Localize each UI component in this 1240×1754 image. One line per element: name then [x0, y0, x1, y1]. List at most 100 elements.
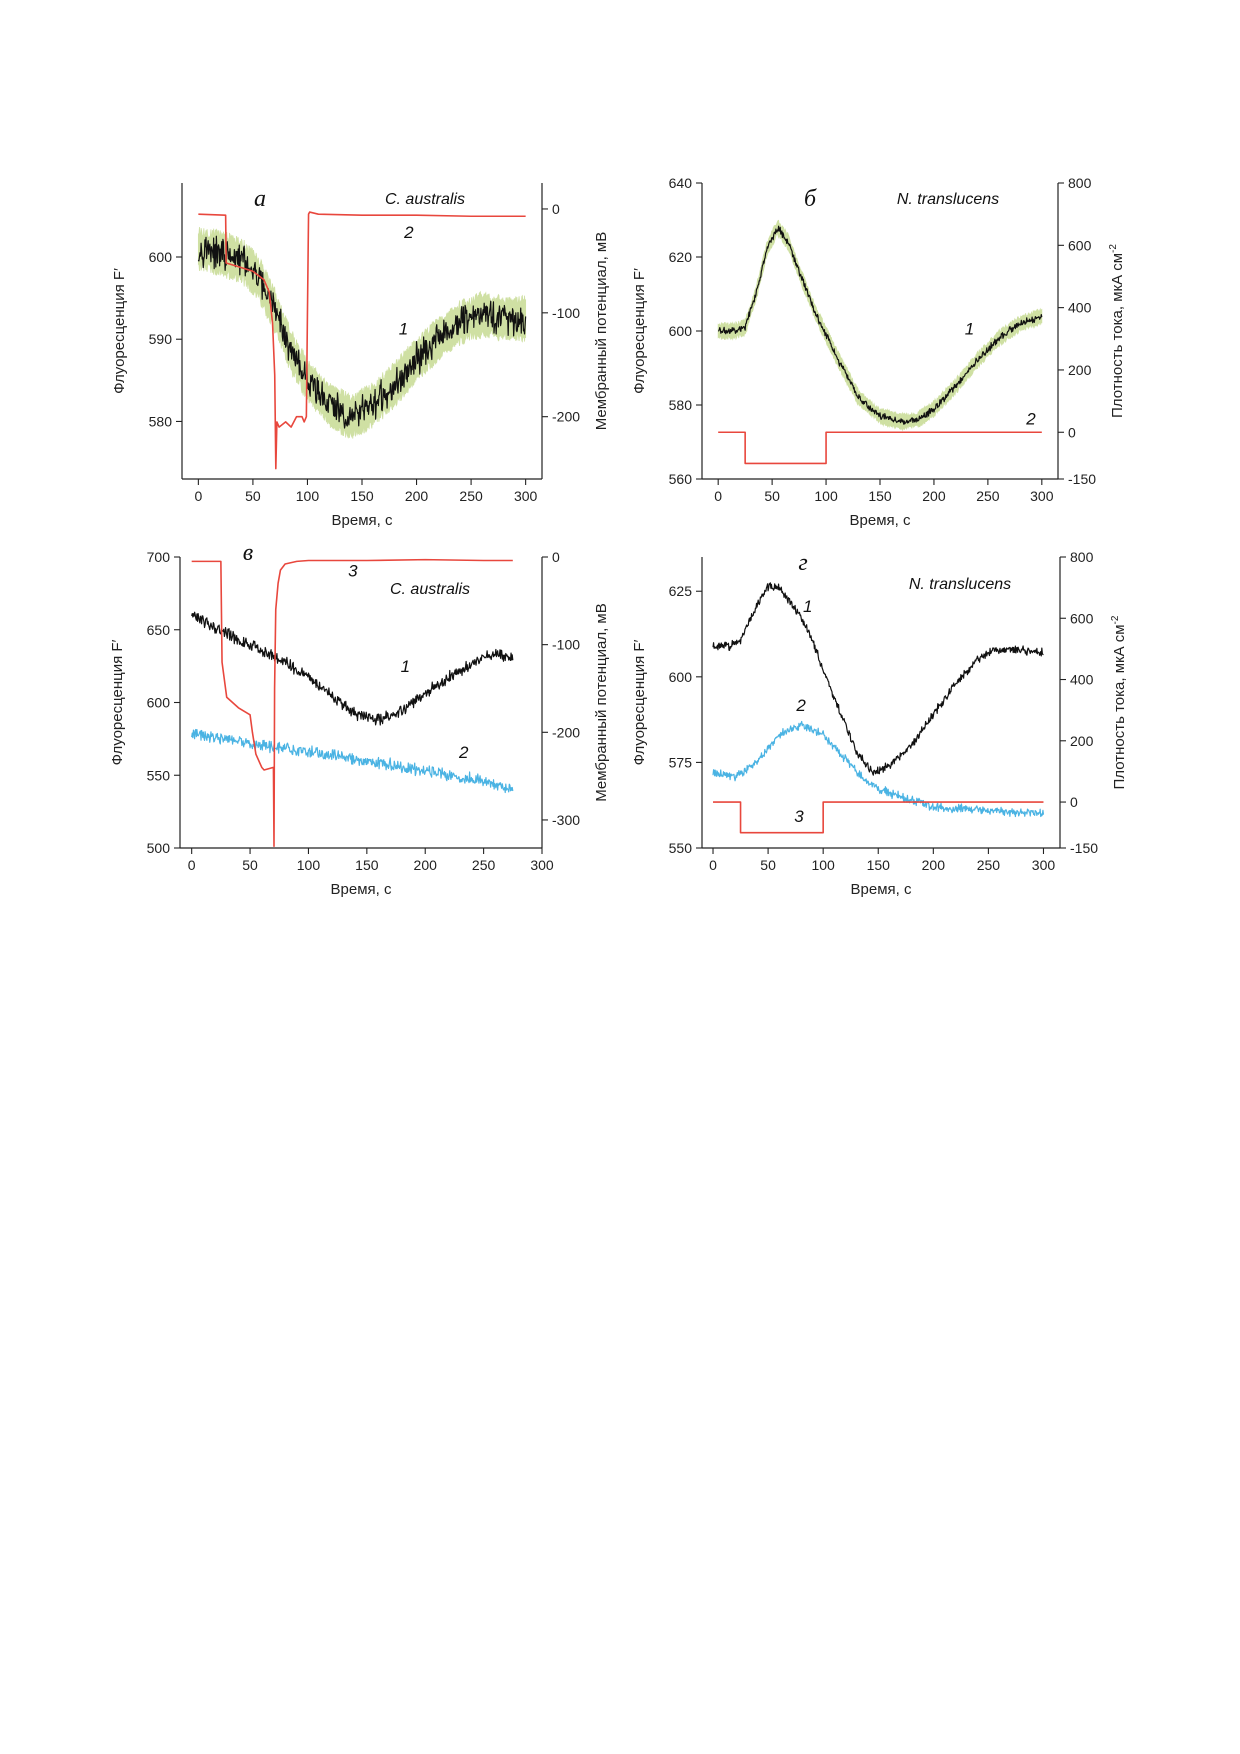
y-right-tick-label: -100	[552, 637, 580, 653]
species-name: N. translucens	[897, 191, 999, 208]
x-tick-label: 200	[414, 857, 438, 873]
y-right-tick-label: -200	[552, 409, 580, 425]
curve-number-1: 1	[803, 597, 812, 616]
x-axis-label: Время, с	[331, 881, 392, 898]
x-tick-label: 50	[760, 857, 776, 873]
y-left-axis-label: Флуоресценция F′	[631, 639, 648, 765]
series-3-line	[191, 558, 513, 848]
y-right-tick-label: 0	[1070, 794, 1078, 810]
x-axis-label: Время, с	[850, 512, 911, 529]
y-left-tick-label: 700	[147, 549, 171, 565]
y-right-axis-label: Плотность тока, мкА см-2	[1110, 615, 1128, 789]
x-tick-label: 0	[709, 857, 717, 873]
y-left-tick-label: 600	[147, 695, 171, 711]
y-right-tick-label: -300	[552, 812, 580, 828]
y-left-tick-label: 600	[669, 669, 693, 685]
series-1-line	[191, 611, 514, 726]
panel-a: 0 50 100 150 200 250 300 580 590 600 0 -100 -200 Врем…	[111, 183, 610, 529]
series-1-line	[197, 235, 527, 429]
x-tick-label: 150	[867, 857, 891, 873]
y-left-tick-label: 550	[669, 840, 693, 856]
y-right-axis-label-exponent: -2	[1108, 244, 1119, 253]
x-tick-label: 0	[714, 488, 722, 504]
panel-letter: а	[254, 186, 266, 212]
y-left-tick-label: 590	[149, 331, 173, 347]
x-tick-label: 100	[814, 488, 838, 504]
x-tick-label: 250	[459, 488, 483, 504]
panel-letter: г	[798, 550, 807, 576]
series-2-line	[191, 728, 514, 794]
x-tick-label: 200	[922, 488, 946, 504]
x-tick-label: 200	[405, 488, 429, 504]
y-left-axis-label: Флуоресценция F′	[111, 268, 128, 394]
y-right-tick-label: -100	[552, 305, 580, 321]
y-right-tick-label: -200	[552, 724, 580, 740]
x-tick-label: 300	[514, 488, 538, 504]
species-name: C. australis	[385, 191, 465, 208]
x-tick-label: 250	[976, 488, 1000, 504]
x-tick-label: 150	[350, 488, 374, 504]
x-tick-label: 0	[188, 857, 196, 873]
y-right-tick-label: 200	[1070, 733, 1094, 749]
series-2-line	[718, 431, 1042, 465]
y-right-tick-label: 400	[1068, 300, 1092, 316]
y-right-tick-label: 0	[552, 549, 560, 565]
y-right-axis-label: Мембранный потенциал, мВ	[593, 232, 610, 431]
x-tick-label: 150	[355, 857, 379, 873]
y-right-axis-label: Мембранный потенциал, мВ	[593, 603, 610, 802]
x-axis-label: Время, с	[851, 881, 912, 898]
x-tick-label: 300	[1032, 857, 1056, 873]
y-left-tick-label: 625	[669, 583, 693, 599]
series-1-line	[718, 225, 1043, 425]
y-left-tick-label: 580	[149, 413, 173, 429]
x-tick-label: 50	[764, 488, 780, 504]
panel-b: 0 50 100 150 200 250 300 560 580 600 620 640 -150 0 20…	[631, 175, 1126, 529]
y-left-tick-label: 575	[669, 754, 693, 770]
x-tick-label: 50	[242, 857, 258, 873]
x-tick-label: 200	[922, 857, 946, 873]
y-right-tick-label: 800	[1068, 175, 1092, 191]
y-left-tick-label: 560	[669, 471, 693, 487]
x-tick-label: 100	[811, 857, 835, 873]
y-left-tick-label: 500	[147, 840, 171, 856]
curve-number-1: 1	[401, 657, 410, 676]
y-left-tick-label: 640	[669, 175, 693, 191]
y-left-tick-label: 580	[669, 397, 693, 413]
y-left-tick-label: 600	[669, 323, 693, 339]
y-left-tick-label: 620	[669, 249, 693, 265]
x-tick-label: 250	[977, 857, 1001, 873]
y-left-axis-label: Флуоресценция F′	[109, 639, 126, 765]
x-tick-label: 300	[530, 857, 554, 873]
curve-number-3: 3	[348, 561, 358, 580]
y-left-tick-label: 650	[147, 622, 171, 638]
y-right-tick-label: 600	[1068, 237, 1092, 253]
curve-number-1: 1	[399, 319, 408, 338]
series-3-line	[713, 801, 1044, 834]
curve-number-3: 3	[794, 807, 804, 826]
x-tick-label: 0	[194, 488, 202, 504]
x-tick-label: 100	[297, 857, 321, 873]
y-right-tick-label: 600	[1070, 610, 1094, 626]
series-2-line	[712, 720, 1045, 818]
panel-letter: б	[804, 186, 817, 212]
y-right-tick-label: 400	[1070, 672, 1094, 688]
panel-d: 0 50 100 150 200 250 300 550 575 600 625 -150 0 200 40…	[631, 549, 1128, 898]
curve-number-2: 2	[795, 696, 806, 715]
species-name: C. australis	[390, 581, 470, 598]
y-right-axis-label-exponent: -2	[1110, 615, 1121, 624]
panel-c: 0 50 100 150 200 250 300 500 550 600 650 700 0 -100 -2…	[109, 540, 610, 898]
x-axis-label: Время, с	[332, 512, 393, 529]
y-right-axis-label-main: Плотность тока, мкА см	[1111, 624, 1128, 789]
y-right-tick-label: 800	[1070, 549, 1094, 565]
y-right-tick-label: 200	[1068, 362, 1092, 378]
series-1-line	[712, 582, 1044, 776]
y-right-tick-label: 0	[552, 201, 560, 217]
x-tick-label: 50	[245, 488, 261, 504]
curve-number-2: 2	[458, 743, 469, 762]
y-right-axis-label-main: Плотность тока, мкА см	[1109, 253, 1126, 418]
x-tick-label: 150	[868, 488, 892, 504]
y-left-axis-label: Флуоресценция F′	[631, 268, 648, 394]
curve-number-2: 2	[1025, 409, 1036, 428]
y-right-tick-label: 0	[1068, 424, 1076, 440]
